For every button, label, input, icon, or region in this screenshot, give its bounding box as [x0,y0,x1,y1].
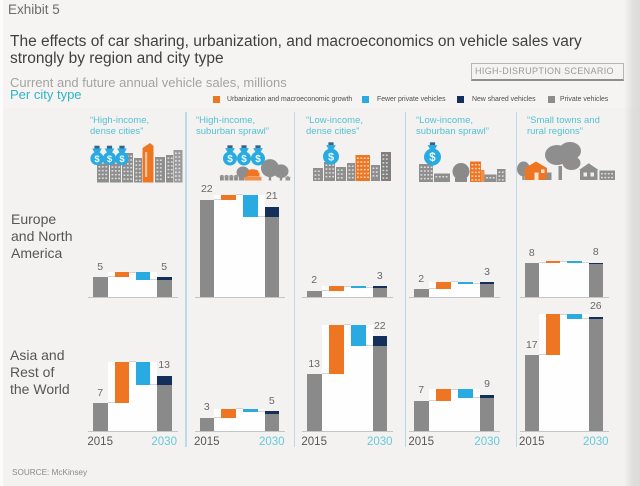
svg-text:$: $ [429,152,436,164]
svg-text:$: $ [241,154,247,165]
svg-text:$: $ [227,154,233,165]
svg-text:$: $ [94,154,100,165]
svg-text:$: $ [107,154,113,165]
svg-text:$: $ [119,154,125,165]
svg-text:$: $ [328,152,334,164]
svg-text:$: $ [255,154,261,165]
